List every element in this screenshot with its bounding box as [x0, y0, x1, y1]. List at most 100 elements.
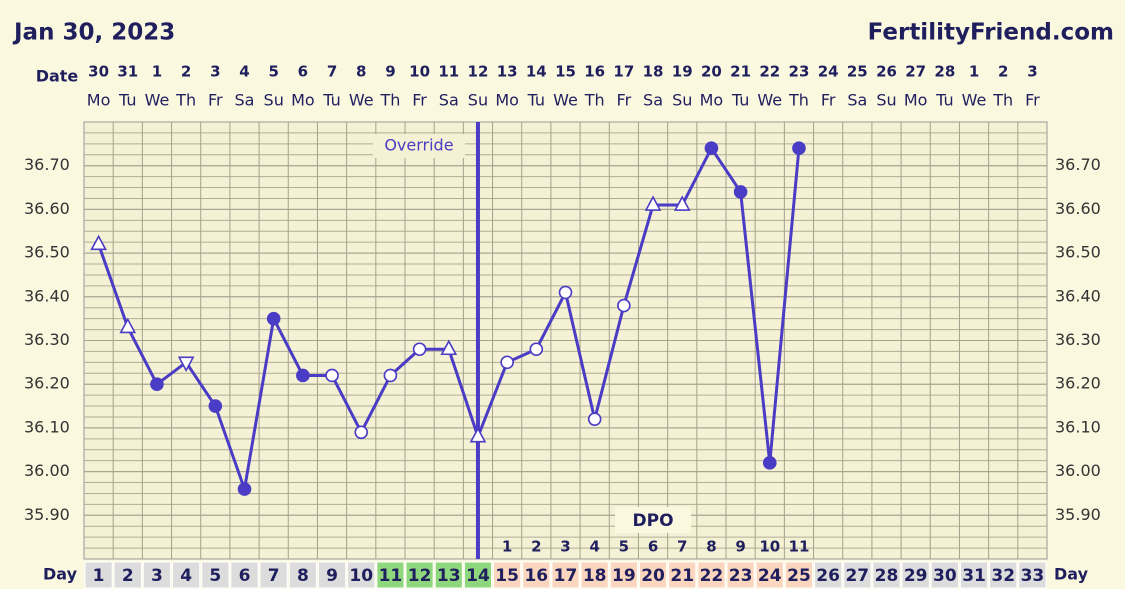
y-tick-label: 36.60 [24, 199, 70, 218]
date-label: 12 [468, 63, 489, 81]
day-cell [755, 561, 784, 589]
date-label: 26 [876, 63, 897, 81]
day-number: 13 [437, 566, 461, 586]
date-label: 15 [555, 63, 576, 81]
date-label: 5 [268, 63, 278, 81]
day-number: 21 [670, 566, 694, 586]
marker-open [529, 342, 544, 357]
date-label: 14 [526, 63, 547, 81]
weekday-label: We [349, 91, 374, 110]
day-cell [259, 561, 288, 589]
weekday-label: Th [379, 91, 400, 110]
weekday-label: We [962, 91, 987, 110]
marker-open [354, 425, 369, 440]
day-cell [668, 561, 697, 589]
y-tick-label: 36.50 [24, 243, 70, 262]
y-tick-label-right: 36.70 [1055, 155, 1101, 174]
y-tick-label-right: 36.00 [1055, 461, 1101, 480]
marker-filled [762, 456, 777, 470]
date-label: Date [36, 67, 79, 86]
date-label: 24 [818, 63, 839, 81]
day-cell [288, 561, 317, 589]
weekday-label: Th [992, 91, 1013, 110]
date-label: 13 [497, 63, 518, 81]
day-number: 10 [349, 566, 373, 586]
day-cell [376, 561, 405, 589]
dpo-number: 1 [502, 538, 512, 556]
weekday-label: Sa [847, 91, 867, 110]
marker-filled [733, 185, 748, 199]
marker-filled [150, 377, 164, 392]
weekday-label: Fr [412, 91, 427, 110]
day-number: 6 [239, 566, 251, 586]
dpo-label: DPO [633, 511, 674, 531]
date-label: 1 [969, 63, 979, 81]
day-cell [551, 561, 580, 589]
weekday-label: Sa [439, 91, 459, 110]
marker-open [325, 368, 339, 383]
marker-triangle [469, 426, 487, 443]
day-number: 15 [495, 566, 519, 586]
date-label: 3 [210, 63, 220, 81]
marker-open [587, 412, 602, 426]
date-label: 1 [152, 63, 162, 81]
dpo-number: 9 [735, 538, 745, 556]
weekday-label: Tu [935, 91, 953, 110]
day-number: 4 [180, 566, 192, 586]
date-label: 2 [181, 63, 191, 81]
site-name: FertilityFriend.com [868, 20, 1114, 46]
day-number: 5 [209, 566, 221, 586]
date-label: 25 [847, 63, 868, 81]
weekday-label: Su [876, 91, 896, 110]
day-cell [580, 561, 609, 589]
day-number: 22 [700, 566, 724, 586]
day-number: 9 [326, 566, 338, 586]
day-cell [959, 561, 989, 589]
marker-triangle [644, 195, 662, 211]
day-number: 17 [554, 566, 578, 586]
day-number: 27 [845, 566, 869, 586]
day-cell [84, 561, 113, 589]
day-number: 7 [268, 566, 280, 586]
date-label: 2 [998, 63, 1008, 81]
day-number: 29 [904, 566, 928, 586]
marker-open [500, 355, 514, 370]
date-label: 6 [298, 63, 308, 81]
y-tick-label-right: 36.50 [1055, 243, 1101, 262]
date-label: 19 [672, 63, 693, 81]
date-label: 30 [88, 63, 109, 81]
weekday-label: Mo [904, 91, 928, 110]
y-tick-label: 36.10 [24, 417, 70, 436]
day-number: 28 [875, 566, 899, 586]
marker-filled [266, 311, 281, 326]
weekday-label: Sa [643, 91, 663, 110]
date-label: 7 [327, 63, 337, 81]
day-number: 8 [297, 566, 309, 586]
dpo-number: 8 [706, 538, 716, 556]
day-number: 30 [933, 566, 957, 586]
weekday-label: Tu [118, 91, 136, 110]
date-label: 22 [759, 63, 780, 81]
marker-open [558, 285, 573, 300]
day-cell [697, 561, 726, 589]
day-number: 19 [612, 566, 636, 586]
weekday-label: Fr [1025, 91, 1040, 110]
day-cell [434, 561, 463, 589]
dpo-number: 11 [789, 538, 810, 556]
day-cell [493, 561, 522, 589]
day-cell [726, 561, 755, 589]
date-label: 20 [701, 63, 722, 81]
weekday-label: Tu [731, 91, 749, 110]
chart-title: Jan 30, 2023 [12, 20, 175, 46]
day-cell [872, 561, 901, 589]
day-cell [142, 561, 172, 589]
day-number: 14 [466, 566, 490, 586]
weekday-label: Fr [821, 91, 836, 110]
date-label: 3 [1027, 63, 1037, 81]
marker-filled [237, 482, 252, 496]
day-cell [347, 561, 376, 589]
day-number: 20 [641, 566, 665, 586]
day-number: 31 [962, 566, 986, 586]
